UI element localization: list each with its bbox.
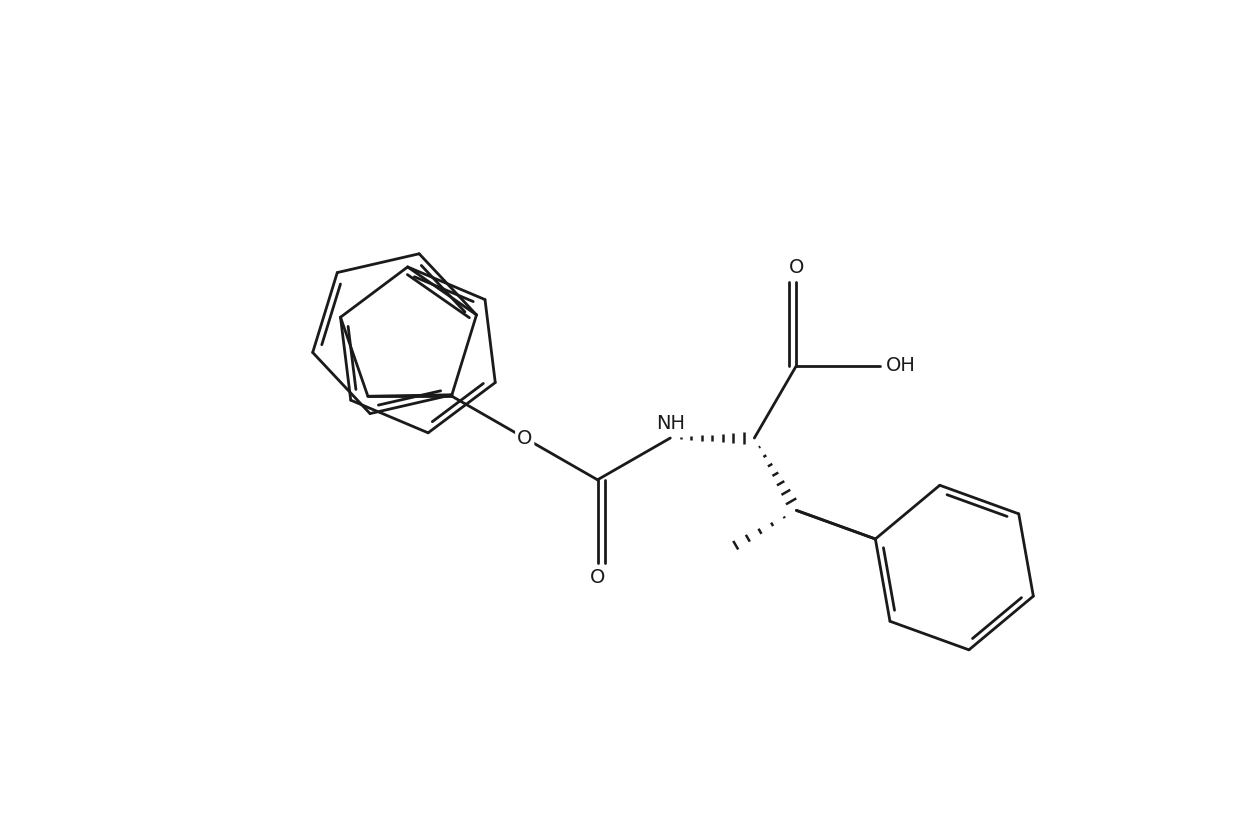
Text: O: O bbox=[589, 568, 606, 587]
Text: O: O bbox=[789, 258, 804, 277]
Text: NH: NH bbox=[655, 414, 685, 433]
Text: O: O bbox=[517, 429, 532, 447]
Text: OH: OH bbox=[886, 356, 916, 375]
